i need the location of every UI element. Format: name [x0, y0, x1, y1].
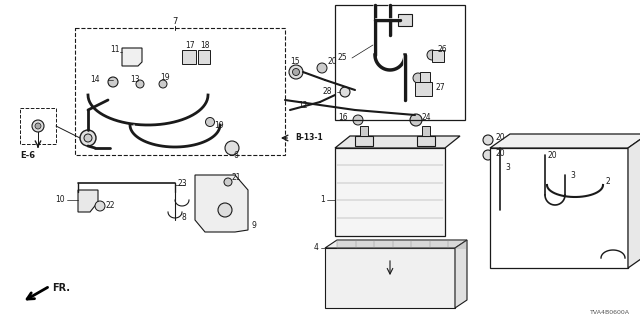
Circle shape — [536, 153, 546, 163]
Polygon shape — [198, 50, 210, 64]
Text: 20: 20 — [495, 148, 504, 157]
Text: 11: 11 — [110, 45, 120, 54]
Text: 20: 20 — [548, 151, 557, 161]
Bar — [490, 148, 628, 268]
Text: 7: 7 — [172, 18, 178, 27]
Text: 24: 24 — [422, 114, 431, 123]
Text: 6: 6 — [234, 150, 239, 159]
Text: 16: 16 — [339, 114, 348, 123]
Circle shape — [317, 63, 327, 73]
Circle shape — [483, 150, 493, 160]
Circle shape — [35, 123, 41, 129]
Circle shape — [483, 135, 493, 145]
Text: E-6: E-6 — [20, 151, 35, 161]
Text: 4: 4 — [313, 244, 318, 252]
Text: 2: 2 — [606, 178, 611, 187]
Polygon shape — [195, 175, 248, 232]
Polygon shape — [628, 134, 640, 268]
Text: 20: 20 — [328, 58, 338, 67]
Circle shape — [84, 134, 92, 142]
Text: FR.: FR. — [52, 283, 70, 293]
Circle shape — [598, 180, 608, 190]
Bar — [20, 108, 56, 144]
Bar — [360, 126, 368, 136]
Bar — [355, 136, 373, 146]
Bar — [335, 5, 465, 120]
Polygon shape — [455, 240, 467, 308]
Circle shape — [159, 80, 167, 88]
Text: TVA4B0600A: TVA4B0600A — [590, 309, 630, 315]
Circle shape — [292, 68, 300, 76]
Bar — [422, 126, 430, 136]
Circle shape — [413, 73, 423, 83]
Text: 10: 10 — [56, 196, 65, 204]
Bar — [335, 148, 445, 236]
Polygon shape — [415, 82, 432, 96]
Circle shape — [108, 77, 118, 87]
Text: 25: 25 — [338, 53, 348, 62]
Text: 26: 26 — [438, 45, 447, 54]
Text: 8: 8 — [182, 213, 187, 222]
Polygon shape — [182, 50, 196, 64]
Polygon shape — [325, 240, 467, 248]
Text: 14: 14 — [90, 76, 100, 84]
Bar — [325, 248, 455, 308]
Circle shape — [353, 115, 363, 125]
Circle shape — [224, 178, 232, 186]
Circle shape — [410, 114, 422, 126]
Circle shape — [95, 201, 105, 211]
Text: 21: 21 — [232, 173, 241, 182]
Circle shape — [80, 130, 96, 146]
Circle shape — [205, 117, 214, 126]
Text: 17: 17 — [185, 41, 195, 50]
Text: 27: 27 — [435, 84, 445, 92]
Text: 20: 20 — [495, 133, 504, 142]
Polygon shape — [78, 190, 98, 212]
Text: 3: 3 — [505, 164, 510, 172]
Text: 28: 28 — [323, 87, 332, 97]
Text: 18: 18 — [200, 41, 209, 50]
Circle shape — [32, 120, 44, 132]
Circle shape — [427, 50, 437, 60]
Circle shape — [225, 141, 239, 155]
Circle shape — [218, 203, 232, 217]
Polygon shape — [490, 134, 640, 148]
Bar — [75, 28, 285, 155]
Polygon shape — [432, 50, 444, 62]
Polygon shape — [122, 48, 142, 66]
Text: 23: 23 — [178, 179, 188, 188]
Polygon shape — [335, 136, 460, 148]
Bar — [417, 136, 435, 146]
Text: 9: 9 — [252, 220, 257, 229]
Bar — [398, 14, 412, 26]
Circle shape — [340, 87, 350, 97]
Polygon shape — [420, 72, 430, 84]
Text: 19: 19 — [160, 74, 170, 83]
Text: 3: 3 — [570, 171, 575, 180]
Text: 12: 12 — [298, 100, 307, 109]
Text: 15: 15 — [290, 58, 300, 67]
Circle shape — [570, 180, 580, 190]
Text: 22: 22 — [106, 202, 115, 211]
Circle shape — [136, 80, 144, 88]
Text: 19: 19 — [214, 122, 223, 131]
Circle shape — [289, 65, 303, 79]
Text: B-13-1: B-13-1 — [295, 133, 323, 142]
Text: 13: 13 — [130, 76, 140, 84]
Text: 1: 1 — [320, 196, 325, 204]
